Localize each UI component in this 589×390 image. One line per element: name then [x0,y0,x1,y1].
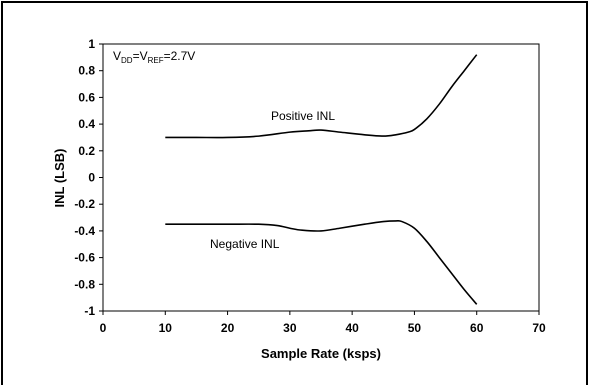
x-tick-label: 50 [408,321,422,335]
x-tick-label: 40 [345,321,359,335]
y-tick-label: 0.2 [78,144,95,158]
x-axis-title: Sample Rate (ksps) [261,346,381,361]
positive-inl-label: Positive INL [271,109,335,123]
y-axis: 1 0.8 0.6 0.4 0.2 0 -0.2 -0.4 -0.6 -0.8 -1 [74,37,103,318]
y-tick-label: 0 [88,171,95,185]
x-tick-label: 30 [283,321,297,335]
y-tick-label: 0.8 [78,64,95,78]
positive-inl-line [165,54,478,139]
condition-vdd: V [113,49,121,63]
y-tick-label: -0.4 [74,224,95,238]
negative-inl-line [165,219,478,305]
condition-value: =2.7V [164,49,196,63]
plot-area [102,43,540,312]
x-tick-label: 10 [159,321,173,335]
x-tick-label: 0 [100,321,107,335]
y-tick-label: 1 [88,37,95,51]
x-tick-label: 70 [532,321,546,335]
series-layer [165,54,478,305]
x-tick-label: 20 [221,321,235,335]
y-tick-label: -0.8 [74,277,95,291]
condition-vref: =V [133,49,148,63]
condition-vref-subscript: REF [148,56,164,65]
condition-vdd-subscript: DD [121,56,133,65]
y-tick-label: 0.6 [78,90,95,104]
x-tick-label: 60 [470,321,484,335]
x-axis: 0 10 20 30 40 50 60 70 [100,311,546,335]
y-tick-label: -0.2 [74,197,95,211]
y-tick-label: -1 [84,304,95,318]
condition-annotation: VDD=VREF=2.7V [113,49,195,65]
y-tick-label: -0.6 [74,251,95,265]
negative-inl-label: Negative INL [210,237,280,251]
y-tick-label: 0.4 [78,117,95,131]
y-axis-title: INL (LSB) [52,149,67,208]
